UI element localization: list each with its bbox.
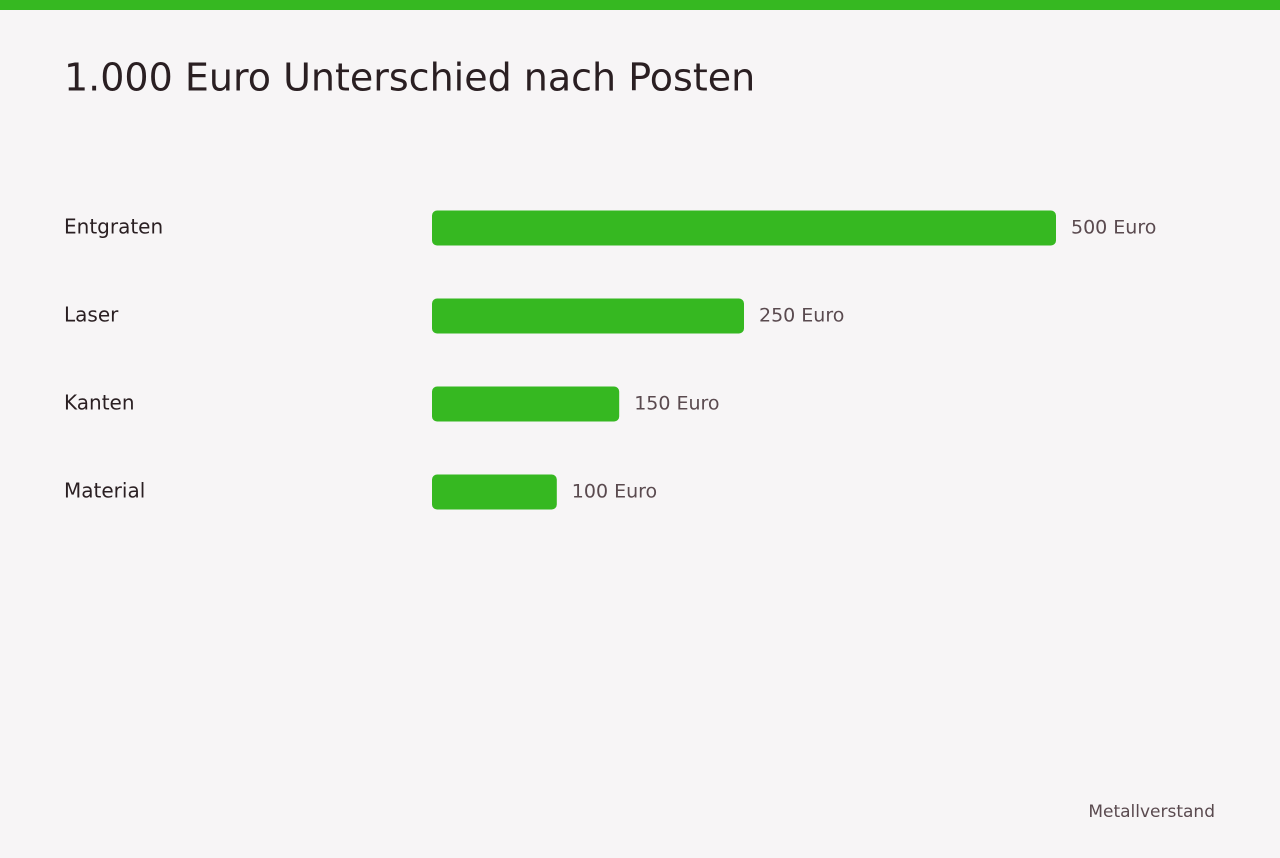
- source: Metallverstand: [1088, 802, 1215, 822]
- value-label: 500 Euro: [1071, 217, 1156, 239]
- bar: [432, 298, 744, 334]
- category-label: Laser: [64, 303, 119, 327]
- chart-title: 1.000 Euro Unterschied nach Posten: [64, 56, 755, 100]
- category-label: Kanten: [64, 391, 135, 415]
- value-label: 250 Euro: [759, 305, 844, 327]
- bar: [432, 474, 557, 510]
- category-label: Entgraten: [64, 215, 163, 239]
- value-label: 100 Euro: [572, 481, 657, 503]
- value-label: 150 Euro: [634, 393, 719, 415]
- top-accent-bar: [0, 0, 1280, 10]
- bar: [432, 386, 620, 422]
- bar: [432, 210, 1056, 246]
- category-label: Material: [64, 479, 145, 503]
